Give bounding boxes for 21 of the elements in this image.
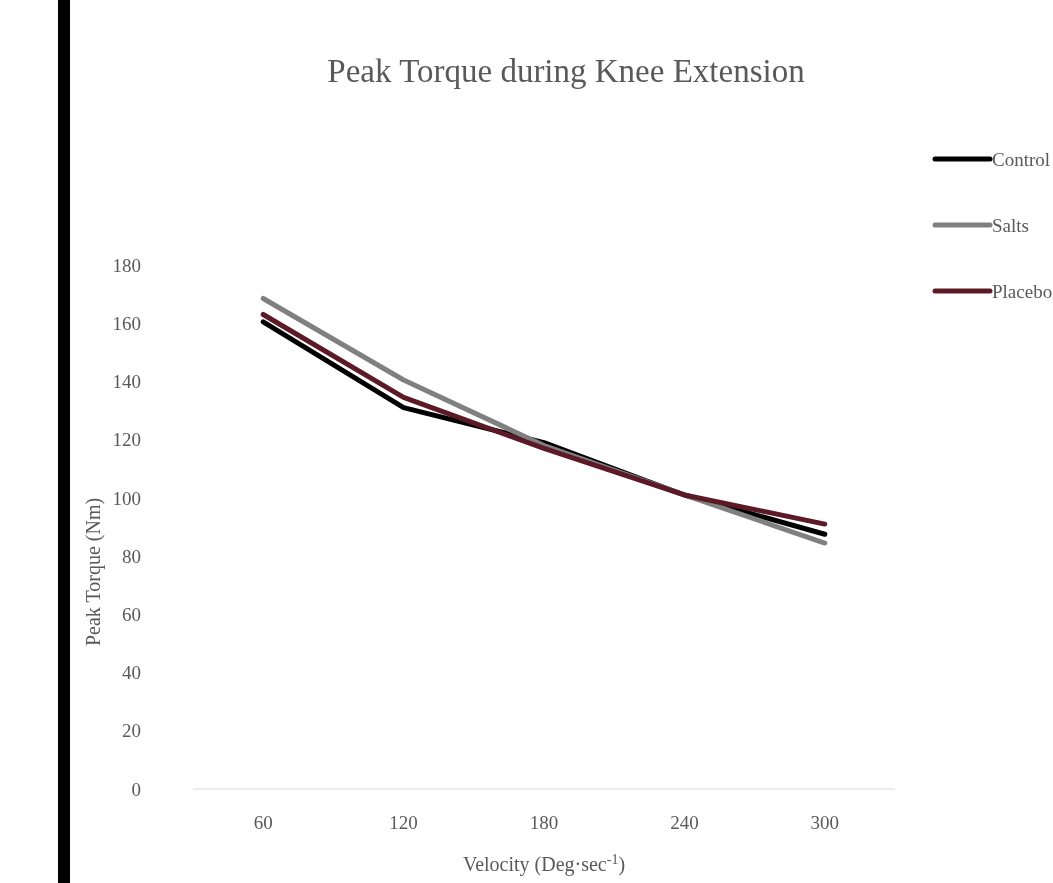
x-tick-label: 180 bbox=[529, 812, 559, 833]
y-tick-label: 0 bbox=[131, 778, 141, 800]
x-tick-label: 60 bbox=[253, 812, 273, 833]
x-axis-title: Velocity (Deg·sec$^{-1}$) bbox=[462, 851, 626, 876]
legend-label: Placebo bbox=[992, 280, 1053, 302]
y-tick-label: 140 bbox=[112, 371, 141, 393]
x-tick-label: 240 bbox=[670, 812, 699, 833]
y-tick-label: 120 bbox=[112, 429, 141, 451]
y-tick-label: 60 bbox=[122, 603, 141, 625]
y-tick-label: 180 bbox=[112, 254, 141, 276]
x-tick-label: 300 bbox=[810, 812, 840, 833]
legend-label: Salts bbox=[992, 214, 1029, 236]
y-tick-label: 100 bbox=[112, 487, 141, 509]
y-tick-label: 20 bbox=[122, 720, 141, 742]
chart-title: Peak Torque during Knee Extension bbox=[327, 53, 805, 89]
y-tick-label: 160 bbox=[112, 312, 141, 334]
legend-label: Control bbox=[992, 148, 1051, 170]
y-tick-label: 80 bbox=[122, 545, 141, 567]
y-axis-title: Peak Torque (Nm) bbox=[82, 497, 105, 647]
x-tick-label: 120 bbox=[389, 812, 418, 833]
y-tick-label: 40 bbox=[122, 662, 141, 684]
